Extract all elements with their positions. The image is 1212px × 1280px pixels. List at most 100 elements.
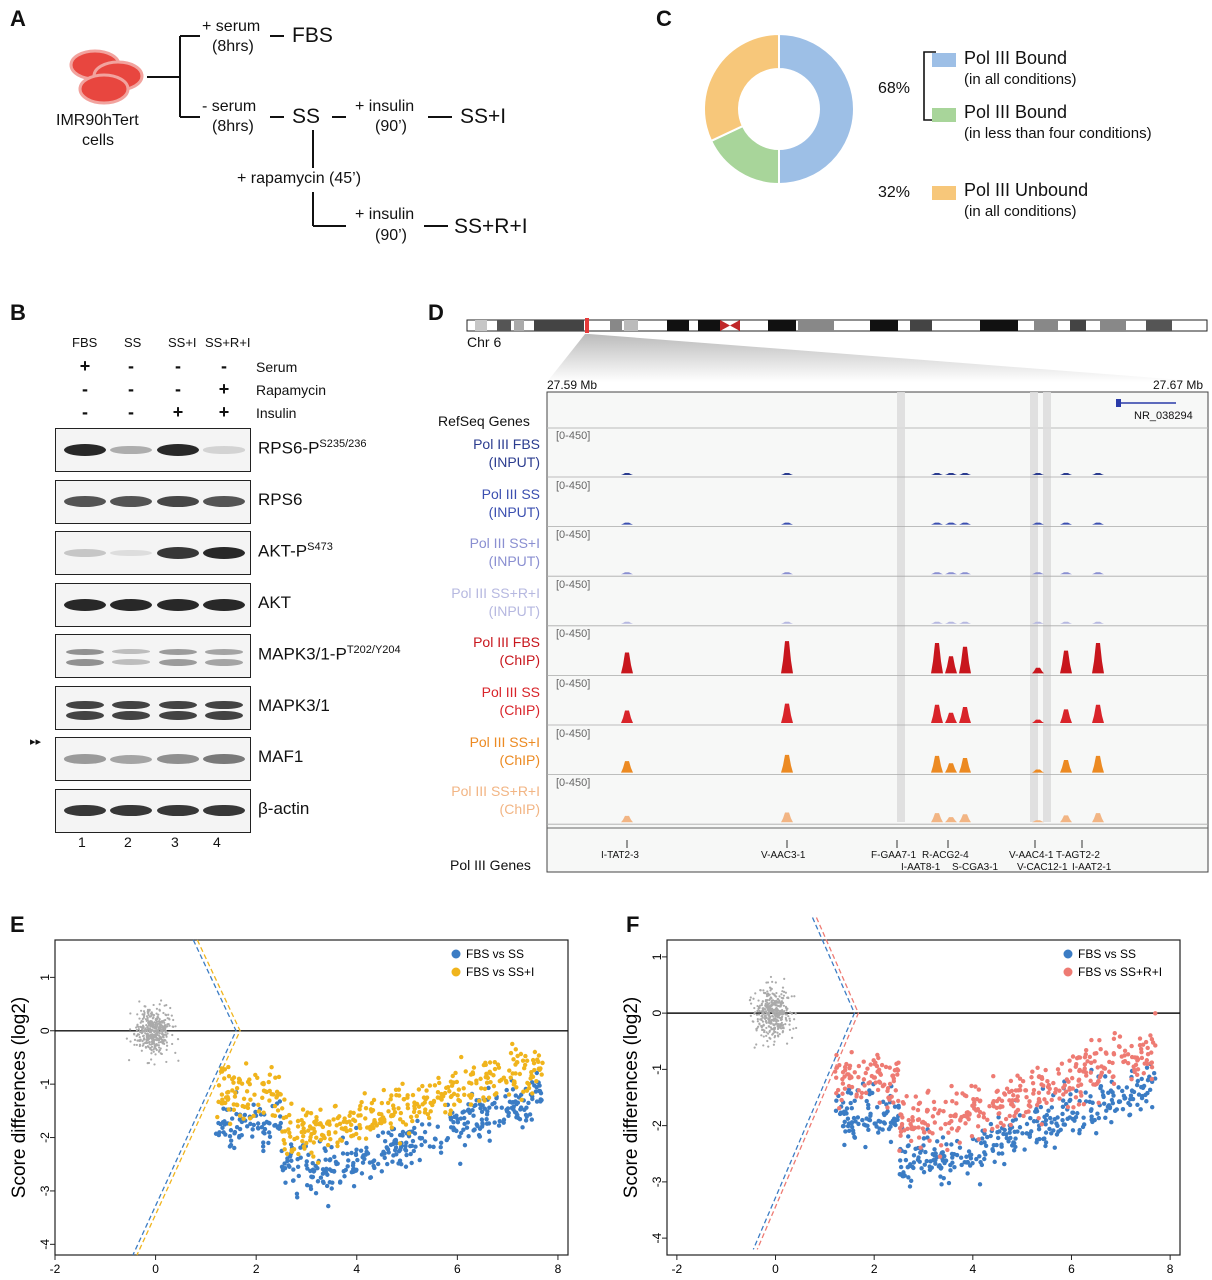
series-point-0	[435, 1124, 440, 1129]
series-point-0	[471, 1128, 476, 1133]
series-point-0	[438, 1140, 444, 1146]
background-point	[770, 1004, 773, 1007]
series-point-1	[1148, 1033, 1153, 1038]
series-point-1	[484, 1080, 490, 1085]
series-point-1	[462, 1092, 467, 1097]
threshold-line	[752, 917, 856, 1250]
background-point	[146, 1016, 149, 1020]
gene-label-top: R-ACG2-4	[922, 850, 969, 861]
band	[157, 495, 199, 508]
series-point-1	[1110, 1074, 1115, 1080]
background-point	[157, 1041, 161, 1044]
series-point-1	[282, 1141, 287, 1146]
series-point-0	[1061, 1122, 1066, 1127]
band	[159, 659, 197, 666]
series-point-1	[1055, 1067, 1061, 1072]
signal-peak	[931, 572, 943, 575]
series-point-1	[275, 1108, 281, 1113]
series-point-1	[379, 1112, 384, 1117]
series-point-1	[467, 1080, 472, 1085]
track-range: [0-450]	[556, 430, 591, 442]
signal-peak	[1092, 813, 1104, 823]
background-point	[779, 1010, 782, 1013]
background-point	[772, 1023, 775, 1026]
series-point-0	[1130, 1096, 1136, 1102]
series-point-0	[844, 1106, 850, 1111]
series-point-1	[288, 1120, 293, 1125]
series-point-1	[491, 1083, 497, 1089]
series-point-0	[277, 1124, 283, 1130]
series-point-1	[271, 1092, 276, 1097]
insulin-label-b: + insulin	[355, 206, 415, 223]
series-point-0	[400, 1129, 406, 1135]
band	[205, 710, 243, 720]
series-point-0	[390, 1159, 395, 1164]
series-point-0	[1101, 1094, 1106, 1100]
signal-peak	[959, 814, 971, 823]
series-point-1	[428, 1109, 433, 1114]
series-point-0	[321, 1180, 326, 1186]
series-point-0	[412, 1131, 418, 1136]
background-point	[782, 1004, 786, 1007]
series-point-0	[262, 1131, 267, 1136]
ideogram-band	[768, 320, 796, 331]
background-point	[780, 1009, 784, 1012]
legend-label-0: FBS vs SS	[466, 947, 524, 961]
background-point	[171, 1042, 174, 1046]
y-tick-label: -3	[650, 1176, 664, 1187]
series-point-0	[838, 1110, 844, 1115]
background-point	[764, 1017, 767, 1021]
background-point	[767, 1045, 770, 1048]
series-point-0	[381, 1149, 386, 1155]
band	[110, 754, 152, 764]
series-point-1	[252, 1092, 257, 1097]
series-point-1	[467, 1093, 472, 1098]
track-sub-3: (INPUT)	[488, 602, 540, 619]
background-point	[154, 1029, 158, 1032]
series-point-0	[1088, 1108, 1094, 1114]
series-point-0	[876, 1130, 881, 1135]
bracket	[923, 51, 936, 121]
series-point-0	[492, 1120, 497, 1125]
series-point-0	[1043, 1140, 1049, 1145]
background-point	[765, 994, 769, 998]
series-point-1	[1003, 1116, 1009, 1122]
series-point-0	[353, 1152, 359, 1158]
signal-peak	[931, 755, 943, 773]
blot-6	[55, 737, 251, 781]
series-point-1	[231, 1107, 237, 1113]
series-point-1	[492, 1092, 498, 1097]
series-point-1	[1137, 1036, 1143, 1041]
ideogram-band	[624, 320, 638, 331]
series-point-1	[1067, 1068, 1073, 1073]
series-point-0	[1024, 1121, 1030, 1127]
series-point-1	[976, 1137, 981, 1142]
series-point-1	[897, 1126, 903, 1131]
series-point-0	[295, 1164, 301, 1170]
series-point-1	[977, 1098, 983, 1104]
ideogram-band	[514, 320, 524, 331]
series-point-1	[1119, 1054, 1124, 1059]
background-point	[765, 1026, 768, 1030]
series-point-1	[309, 1126, 314, 1131]
series-point-1	[1015, 1098, 1020, 1103]
series-point-0	[1110, 1090, 1115, 1095]
background-point	[765, 1016, 768, 1019]
series-point-0	[1144, 1065, 1150, 1070]
series-point-1	[1092, 1059, 1097, 1064]
series-point-1	[887, 1081, 893, 1087]
series-point-1	[328, 1137, 333, 1142]
series-point-1	[1057, 1088, 1062, 1093]
background-point	[150, 1058, 153, 1061]
series-point-0	[523, 1118, 529, 1123]
series-point-0	[490, 1101, 495, 1107]
ideogram-highlight	[585, 318, 589, 333]
series-point-0	[1151, 1071, 1157, 1076]
series-point-1	[837, 1063, 842, 1068]
series-point-1	[1065, 1104, 1071, 1110]
background-point	[755, 1043, 758, 1046]
series-point-1	[358, 1103, 363, 1109]
background-point	[148, 1015, 152, 1018]
background-point	[153, 1034, 156, 1037]
band	[203, 495, 245, 508]
